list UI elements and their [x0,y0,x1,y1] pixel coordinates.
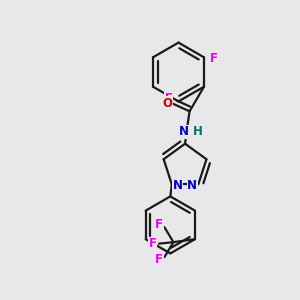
Text: H: H [193,125,203,138]
Text: N: N [173,178,183,191]
Text: N: N [179,125,189,138]
Text: F: F [165,92,173,106]
Text: F: F [148,237,156,250]
Text: F: F [155,253,163,266]
Text: F: F [210,52,218,65]
Text: N: N [187,178,197,191]
Text: F: F [155,218,163,231]
Text: O: O [162,97,172,110]
